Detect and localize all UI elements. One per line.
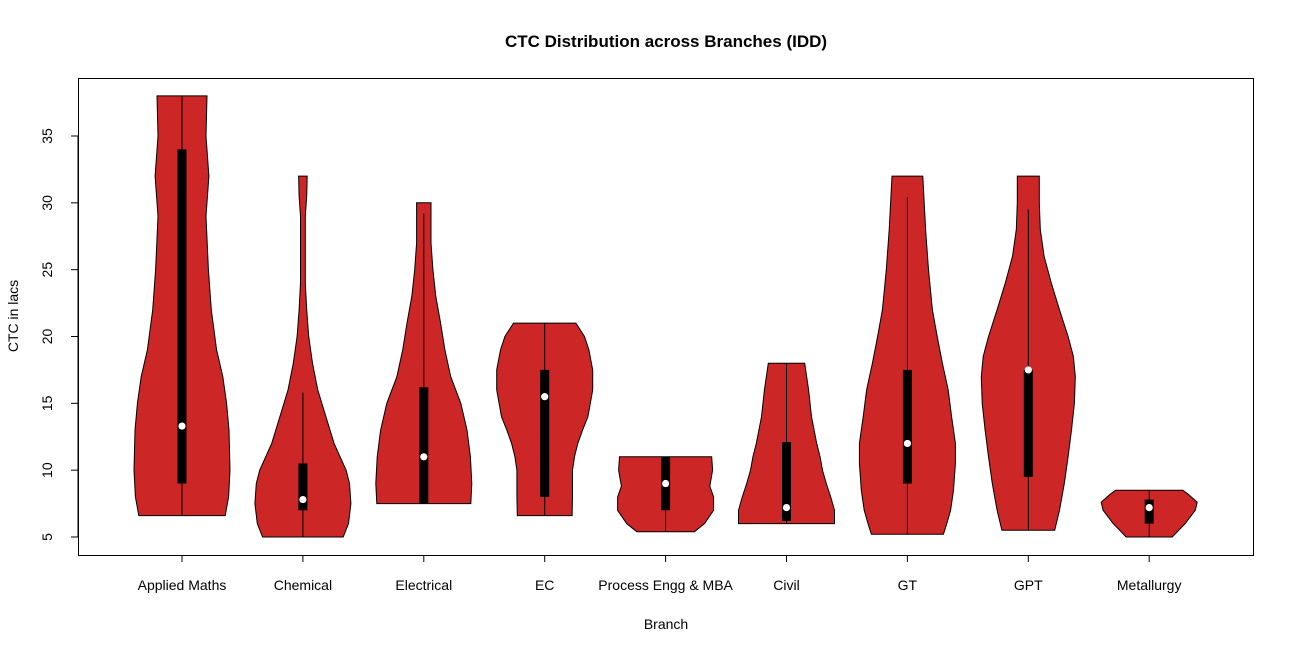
- iqr-box: [1023, 369, 1033, 477]
- median-point: [541, 393, 549, 401]
- x-tick-label: Applied Maths: [138, 577, 227, 593]
- y-tick-label: 30: [39, 195, 55, 211]
- violin-chemical: [254, 175, 352, 538]
- violin-metallurgy: [1100, 489, 1198, 538]
- violin-body: [254, 175, 352, 538]
- x-axis-label: Branch: [644, 616, 688, 632]
- median-point: [1024, 366, 1032, 374]
- y-axis-label: CTC in lacs: [5, 280, 21, 352]
- x-axis: Applied Maths Chemical Electrical EC Process…: [138, 555, 1182, 593]
- median-point: [299, 495, 307, 504]
- iqr-box: [540, 369, 550, 497]
- iqr-box: [782, 442, 791, 521]
- violin-electrical: [375, 202, 473, 505]
- x-tick-label: Chemical: [274, 577, 332, 593]
- iqr-box: [419, 387, 429, 504]
- violin-civil: [738, 362, 835, 525]
- median-point: [1145, 503, 1153, 512]
- violin-gt: [858, 175, 956, 535]
- y-tick-label: 35: [39, 128, 55, 144]
- y-tick-label: 20: [39, 329, 55, 345]
- chart-title: CTC Distribution across Branches (IDD): [505, 32, 827, 51]
- y-tick-label: 25: [39, 262, 55, 278]
- violin-process-engg-mba: [617, 456, 715, 533]
- x-tick-label: GT: [898, 577, 918, 593]
- median-point: [782, 503, 791, 512]
- median-point: [662, 479, 670, 488]
- violins: [133, 95, 1198, 538]
- x-tick-label: Electrical: [395, 577, 452, 593]
- x-tick-label: Metallurgy: [1117, 577, 1182, 593]
- y-tick-label: 10: [39, 462, 55, 478]
- violin-applied-maths: [133, 95, 231, 517]
- y-tick-label: 15: [39, 395, 55, 411]
- iqr-box: [298, 463, 308, 511]
- iqr-box: [1144, 499, 1154, 524]
- y-tick-label: 5: [39, 533, 55, 541]
- x-tick-label: Process Engg & MBA: [598, 577, 733, 593]
- violin-ec: [496, 322, 594, 517]
- iqr-box: [902, 369, 912, 484]
- median-point: [178, 422, 186, 430]
- x-tick-label: GPT: [1014, 577, 1043, 593]
- x-tick-label: EC: [535, 577, 554, 593]
- median-point: [420, 453, 428, 461]
- iqr-box: [177, 149, 187, 484]
- y-axis: 5 10 15 20 25 30 35: [39, 128, 79, 541]
- x-tick-label: Civil: [773, 577, 799, 593]
- median-point: [903, 439, 912, 448]
- violin-gpt: [980, 175, 1076, 531]
